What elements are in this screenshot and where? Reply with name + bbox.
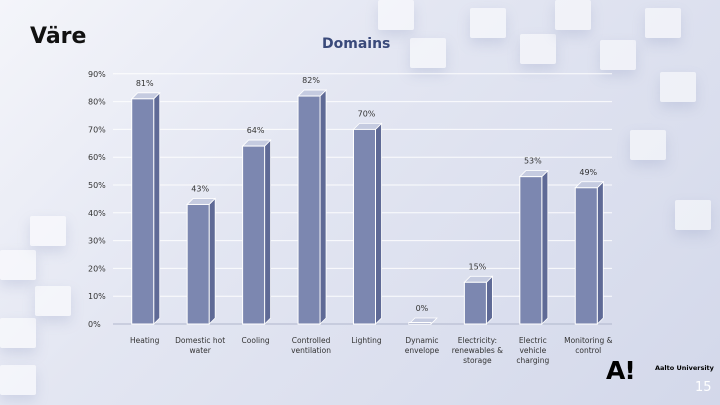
data-label: 15%	[468, 262, 486, 271]
decor-tile	[630, 130, 666, 160]
bar-side	[319, 89, 327, 325]
y-tick-label: 0%	[88, 320, 101, 329]
x-tick-label: Electricity:	[458, 336, 497, 345]
x-tick-label: renewables &	[452, 346, 503, 355]
bar-side	[153, 91, 161, 325]
bar-side	[208, 197, 216, 325]
bar	[353, 128, 376, 325]
decor-tile	[30, 216, 66, 246]
data-label: 64%	[247, 126, 265, 135]
x-tick-label: Domestic hot	[175, 336, 225, 345]
y-tick-label: 40%	[88, 209, 106, 218]
decor-tile	[555, 0, 591, 30]
decor-tile	[520, 34, 556, 64]
chart-title: Domains	[322, 36, 391, 52]
x-tick-label: water	[189, 346, 211, 355]
decor-tile	[645, 8, 681, 38]
y-tick-label: 10%	[88, 292, 106, 301]
bar-side	[596, 180, 604, 325]
bar	[574, 187, 598, 325]
x-tick-label: Controlled	[292, 336, 331, 345]
bar-side	[541, 169, 549, 325]
x-tick-label: charging	[516, 356, 549, 365]
x-tick-label: Cooling	[242, 336, 270, 345]
y-tick-label: 30%	[88, 237, 106, 246]
decor-tile	[410, 38, 446, 68]
brand-title: Väre	[30, 24, 87, 49]
decor-tile	[0, 250, 36, 280]
x-tick-label: ventilation	[291, 346, 331, 355]
x-tick-label: vehicle	[519, 346, 546, 355]
y-tick-label: 90%	[88, 70, 106, 79]
y-tick-label: 20%	[88, 264, 106, 273]
aalto-logo: A!	[606, 356, 636, 385]
bar	[519, 176, 543, 325]
y-tick-label: 60%	[88, 153, 106, 162]
decor-tile	[600, 40, 636, 70]
data-label: 43%	[191, 184, 209, 193]
bar	[186, 203, 210, 325]
page-number: 15	[695, 380, 712, 395]
x-tick-label: Dynamic	[405, 336, 438, 345]
x-tick-label: Heating	[130, 336, 160, 345]
bar	[463, 281, 487, 325]
bar-side	[264, 139, 272, 325]
bar	[408, 322, 432, 325]
data-label: 49%	[579, 168, 597, 177]
bar-side	[375, 122, 382, 325]
y-tick-label: 50%	[88, 181, 106, 190]
data-label: 70%	[358, 109, 376, 118]
decor-tile	[0, 318, 36, 348]
data-label: 53%	[524, 157, 542, 166]
decor-tile	[675, 200, 711, 230]
x-tick-label: storage	[463, 356, 492, 365]
bar	[242, 145, 266, 325]
data-label: 0%	[416, 304, 429, 313]
x-tick-label: Electric	[519, 336, 547, 345]
decor-tile	[660, 72, 696, 102]
decor-tile	[470, 8, 506, 38]
bar	[297, 95, 321, 325]
bar	[131, 98, 155, 325]
decor-tile	[0, 365, 36, 395]
y-tick-label: 80%	[88, 98, 106, 107]
x-tick-label: control	[575, 346, 601, 355]
decor-tile	[378, 0, 414, 30]
university-name: Aalto University	[655, 364, 714, 372]
x-tick-label: Lighting	[351, 336, 382, 345]
data-label: 82%	[302, 76, 320, 85]
x-tick-label: Monitoring &	[564, 336, 612, 345]
x-tick-label: envelope	[405, 346, 440, 355]
data-label: 81%	[136, 79, 154, 88]
y-tick-label: 70%	[88, 125, 106, 134]
bar-side	[485, 275, 493, 325]
decor-tile	[35, 286, 71, 316]
